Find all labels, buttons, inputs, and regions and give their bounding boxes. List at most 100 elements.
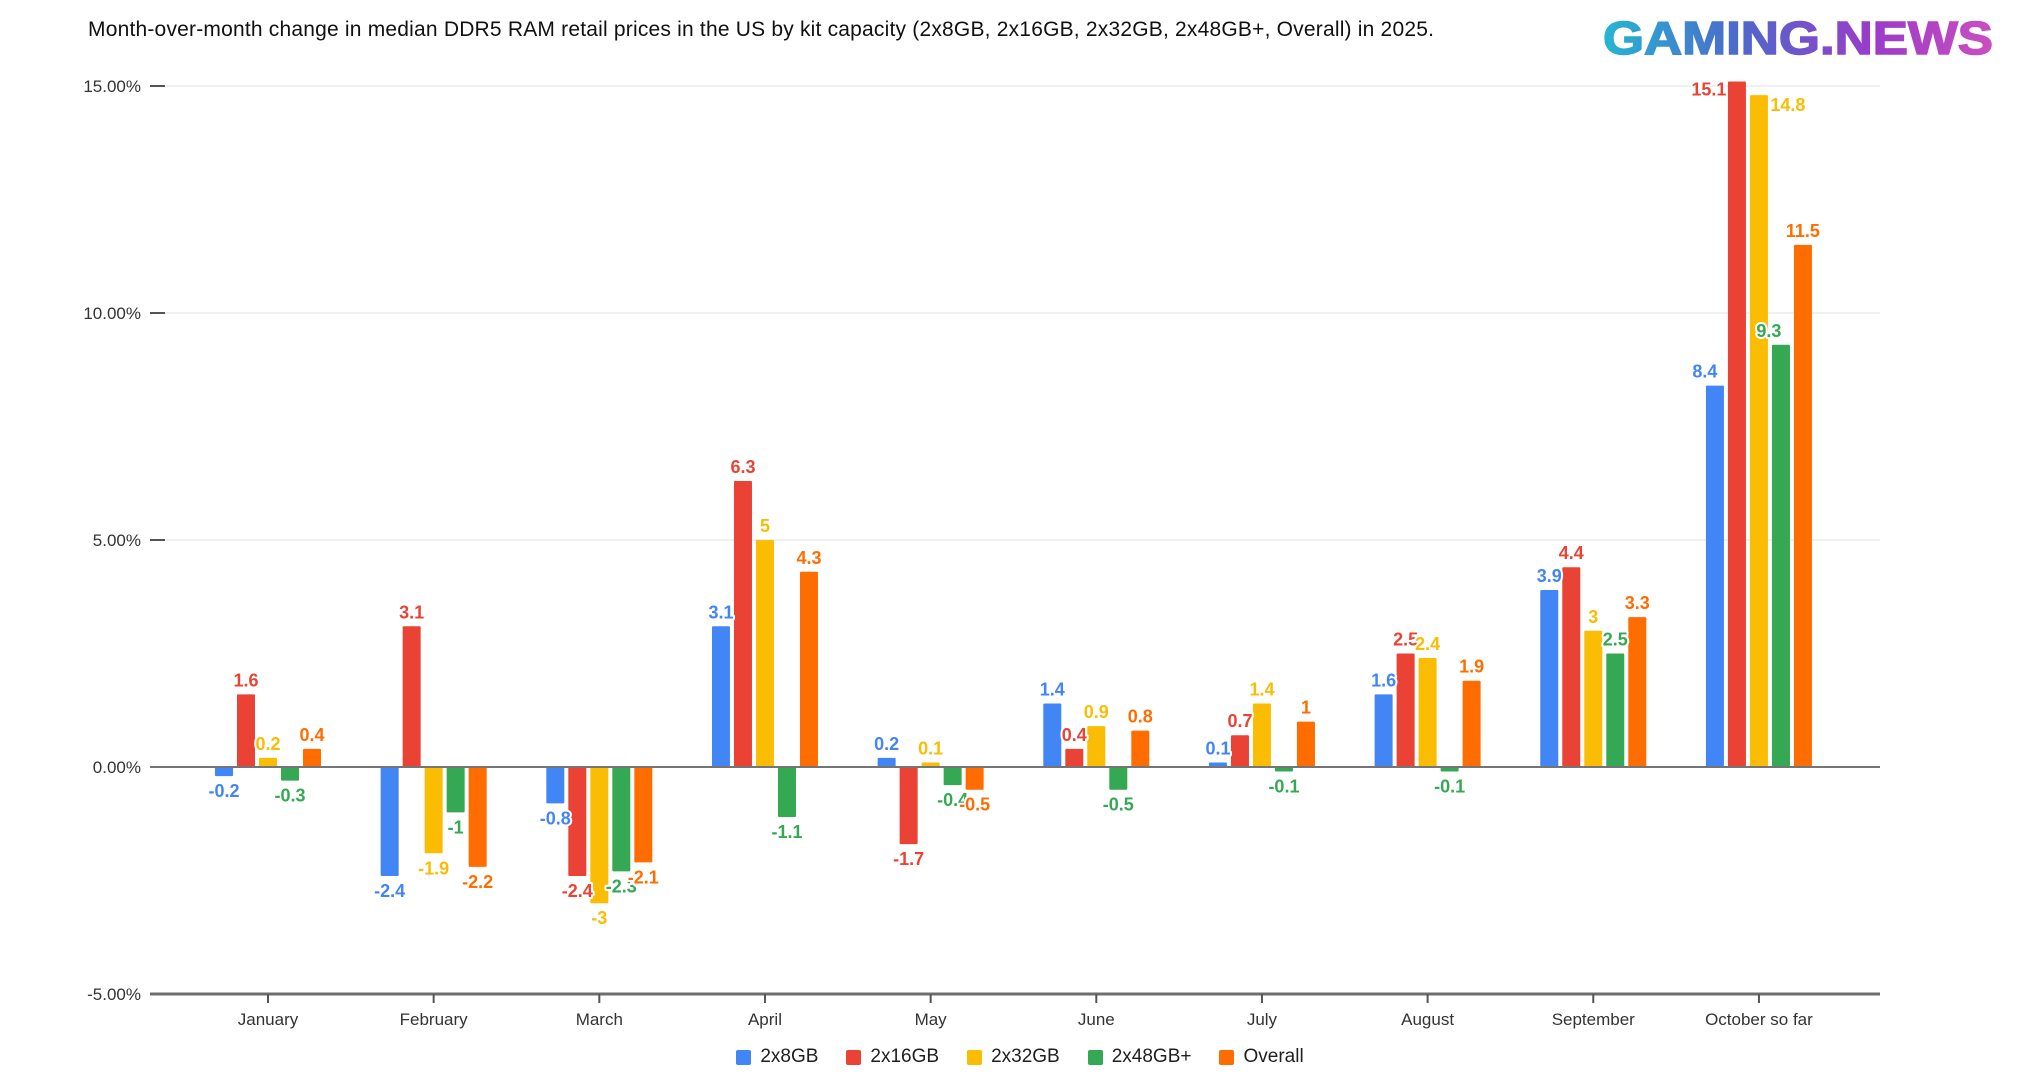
bar-Overall-February <box>468 767 487 867</box>
bar-Overall-April <box>799 571 818 767</box>
bar-value-label: 1 <box>1301 698 1311 718</box>
bar-2x16GB-August <box>1396 653 1415 767</box>
bar-2x32GB-June <box>1087 726 1106 767</box>
legend-item-Overall: Overall <box>1219 1046 1304 1068</box>
bar-2x8GB-March <box>546 767 565 804</box>
bar-Overall-March <box>634 767 653 863</box>
x-axis-label: February <box>400 1010 469 1029</box>
bar-Overall-September <box>1628 617 1647 767</box>
x-axis-label: May <box>915 1010 948 1029</box>
bar-2x8GB-September <box>1540 589 1559 767</box>
bar-2x48GB+-March <box>612 767 631 872</box>
bar-value-label: -3 <box>591 908 607 928</box>
bar-value-label: 0.1 <box>1205 738 1230 758</box>
legend-swatch <box>1087 1049 1103 1065</box>
chart-legend: 2x8GB 2x16GB 2x32GB 2x48GB+ Overall <box>0 1046 2040 1068</box>
bar-Overall-July <box>1296 721 1315 767</box>
x-axis-label: October so far <box>1705 1010 1813 1029</box>
bar-Overall-August <box>1462 680 1481 767</box>
legend-label: 2x8GB <box>760 1046 819 1067</box>
bar-2x48GB+-February <box>446 767 465 813</box>
bar-2x16GB-April <box>733 480 752 767</box>
bar-2x8GB-April <box>711 626 730 767</box>
legend-swatch <box>736 1049 752 1065</box>
bar-value-label: -2.1 <box>628 867 659 887</box>
legend-swatch <box>846 1049 862 1065</box>
bar-value-label: 4.3 <box>796 548 821 568</box>
bar-2x8GB-July <box>1208 762 1227 767</box>
y-axis-label: 15.00% <box>83 77 141 96</box>
bar-value-label: -0.2 <box>208 781 239 801</box>
legend-swatch <box>1219 1049 1235 1065</box>
legend-item-2x8GB: 2x8GB <box>736 1046 818 1068</box>
bar-2x48GB+-April <box>777 767 796 817</box>
legend-item-2x16GB: 2x16GB <box>846 1046 939 1068</box>
bar-2x32GB-April <box>755 540 774 767</box>
y-axis-label: 10.00% <box>83 304 141 323</box>
bar-value-label: -2.3 <box>606 876 637 896</box>
bar-value-label: 0.8 <box>1128 707 1153 727</box>
gaming-news-logo: GAMING.NEWS <box>1598 8 1998 70</box>
bar-value-label: 3.1 <box>708 602 733 622</box>
bar-2x48GB+-January <box>281 767 299 781</box>
bar-value-label: 3.1 <box>399 602 424 622</box>
bar-value-label: 2.4 <box>1415 634 1440 654</box>
bar-value-label: 3.3 <box>1625 593 1650 613</box>
bar-2x32GB-May <box>921 762 940 767</box>
x-axis-label: September <box>1552 1010 1635 1029</box>
bar-2x48GB+-October so far <box>1771 344 1790 767</box>
bar-Overall-October so far <box>1793 244 1812 767</box>
bar-value-label: 14.8 <box>1770 95 1805 115</box>
bar-2x32GB-July <box>1252 703 1271 767</box>
bar-value-label: 0.4 <box>299 725 324 745</box>
bar-2x8GB-June <box>1043 703 1062 767</box>
bar-value-label: -2.2 <box>462 872 493 892</box>
bar-2x16GB-September <box>1562 567 1581 767</box>
x-axis-label: January <box>238 1010 299 1029</box>
legend-label: 2x32GB <box>991 1046 1060 1067</box>
bar-value-label: 0.1 <box>918 738 943 758</box>
bar-2x32GB-March <box>590 767 609 904</box>
legend-item-2x32GB: 2x32GB <box>967 1046 1060 1068</box>
bar-value-label: 9.3 <box>1756 321 1781 341</box>
bar-Overall-January <box>303 748 321 767</box>
bar-value-label: -0.1 <box>1434 777 1465 797</box>
bar-2x8GB-October so far <box>1705 385 1724 767</box>
bar-2x16GB-June <box>1065 748 1084 767</box>
bar-value-label: 8.4 <box>1692 362 1717 382</box>
bar-value-label: 1.6 <box>233 670 258 690</box>
bar-Overall-June <box>1131 730 1150 767</box>
bar-value-label: 15.1 <box>1691 79 1726 99</box>
gaming-news-logo-svg: GAMING.NEWS <box>1602 11 1994 65</box>
bar-value-label: -2.4 <box>374 881 405 901</box>
bar-2x16GB-March <box>568 767 587 876</box>
logo-text: GAMING.NEWS <box>1603 12 1993 64</box>
bar-2x8GB-May <box>877 757 896 767</box>
bar-2x32GB-February <box>424 767 443 854</box>
bar-value-label: 0.2 <box>874 734 899 754</box>
bar-value-label: 3.9 <box>1537 566 1562 586</box>
legend-label: 2x48GB+ <box>1111 1046 1192 1067</box>
chart-title: Month-over-month change in median DDR5 R… <box>88 18 1435 41</box>
bar-2x8GB-August <box>1374 694 1393 767</box>
bar-value-label: 6.3 <box>730 457 755 477</box>
bar-value-label: -1.1 <box>771 822 802 842</box>
bar-Overall-May <box>965 767 984 790</box>
bar-value-label: 2.5 <box>1603 630 1628 650</box>
bar-value-label: -1.7 <box>893 849 924 869</box>
bar-value-label: 3 <box>1588 607 1598 627</box>
bar-2x8GB-February <box>380 767 399 876</box>
bar-value-label: -0.3 <box>274 786 305 806</box>
bar-2x32GB-September <box>1584 630 1603 767</box>
legend-item-2x48GB+: 2x48GB+ <box>1087 1046 1192 1068</box>
bar-2x32GB-August <box>1418 658 1437 767</box>
bar-value-label: -0.4 <box>937 790 968 810</box>
bar-value-label: 1.9 <box>1459 657 1484 677</box>
bar-2x16GB-July <box>1230 735 1249 767</box>
bar-value-label: 0.9 <box>1084 702 1109 722</box>
bar-value-label: 11.5 <box>1786 221 1820 241</box>
bar-value-label: -0.1 <box>1268 777 1299 797</box>
bar-value-label: -0.5 <box>959 795 990 815</box>
